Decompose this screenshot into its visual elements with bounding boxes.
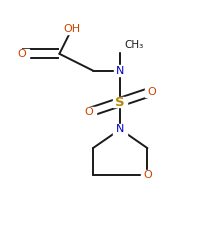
Bar <box>141 170 154 181</box>
Text: O: O <box>147 87 156 97</box>
Bar <box>145 86 158 97</box>
Text: O: O <box>17 49 26 59</box>
Text: N: N <box>116 65 124 76</box>
Bar <box>113 124 127 135</box>
Bar <box>14 49 29 59</box>
Bar <box>113 97 127 108</box>
Text: O: O <box>84 108 93 117</box>
Text: CH₃: CH₃ <box>124 40 144 50</box>
Text: O: O <box>143 170 152 180</box>
Bar <box>82 107 96 118</box>
Bar <box>114 65 126 76</box>
Bar <box>62 23 81 34</box>
Bar <box>114 40 135 51</box>
Text: OH: OH <box>63 24 81 34</box>
Text: S: S <box>115 96 125 108</box>
Text: N: N <box>116 124 124 134</box>
